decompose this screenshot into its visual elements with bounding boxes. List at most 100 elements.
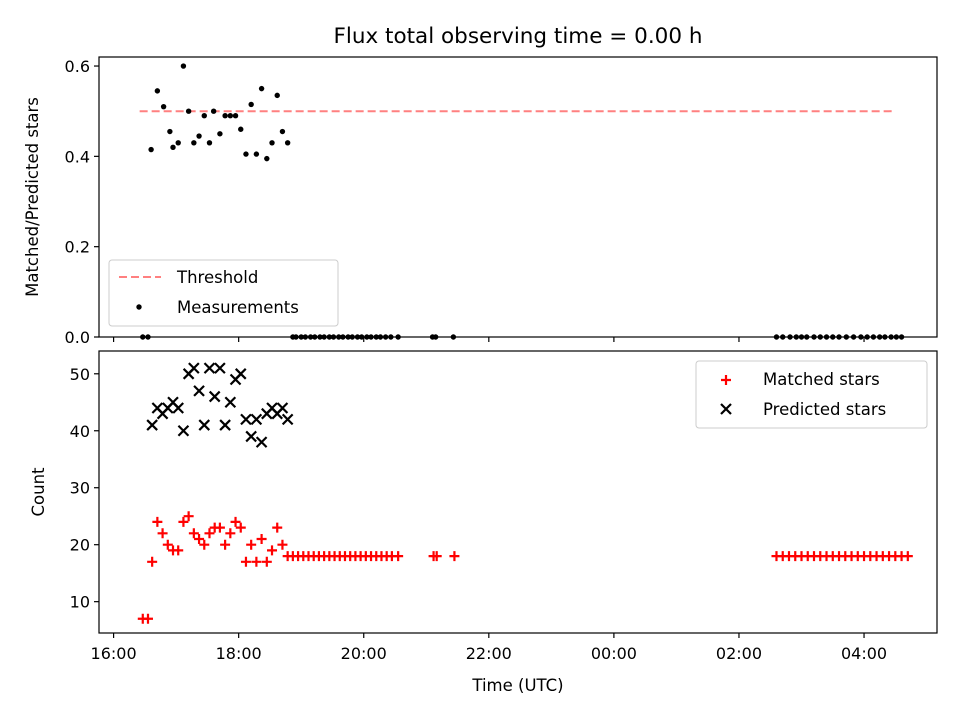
data-point (147, 556, 158, 567)
axes-frame (98, 56, 938, 338)
data-point (240, 556, 251, 567)
chart-title: Flux total observing time = 0.00 h (334, 24, 703, 49)
data-point (222, 113, 228, 119)
data-point (201, 113, 207, 119)
data-point (234, 368, 247, 380)
legend-measurements-label: Measurements (177, 298, 299, 317)
data-point (267, 545, 278, 556)
data-point (246, 539, 257, 550)
legend-predicted-label: Predicted stars (763, 400, 886, 419)
data-point (431, 551, 442, 562)
x-tick-label: 04:00 (841, 644, 887, 663)
legend-box (695, 360, 928, 429)
data-point (238, 126, 244, 132)
y-tick-label: 0.4 (65, 147, 90, 166)
data-point (170, 144, 176, 151)
legend-matched-label: Matched stars (763, 370, 880, 389)
data-point (274, 92, 280, 99)
data-point (188, 528, 199, 539)
data-point (183, 511, 194, 522)
data-point (172, 402, 184, 414)
data-point (194, 534, 205, 544)
legend-box (108, 259, 339, 327)
data-point (214, 522, 225, 533)
data-point (188, 362, 200, 374)
data-point (206, 140, 213, 146)
data-point (160, 103, 167, 110)
y-tick-label: 10 (70, 593, 90, 612)
data-point (276, 402, 289, 414)
data-point (253, 151, 260, 157)
data-point (272, 522, 283, 533)
data-point (154, 88, 161, 94)
series-predicted-stars (146, 362, 294, 448)
data-point (449, 551, 460, 562)
top-axes: 0.0 0.2 0.4 0.6 Matched/Predicted stars Thres… (23, 56, 938, 347)
data-point (277, 539, 288, 550)
data-point (245, 430, 257, 443)
data-point (208, 390, 221, 403)
data-point (167, 128, 173, 135)
data-point (248, 101, 254, 108)
data-point (393, 551, 404, 562)
data-point (203, 362, 216, 374)
data-point (196, 133, 202, 139)
y-tick-label: 20 (70, 536, 90, 555)
legend-threshold-label: Threshold (176, 268, 258, 287)
data-point (279, 128, 286, 135)
data-point (142, 613, 153, 624)
x-tick-label: 16:00 (91, 644, 137, 663)
y-tick-label: 40 (70, 422, 90, 441)
data-point (258, 85, 265, 92)
data-point (191, 140, 197, 146)
data-point (198, 419, 211, 431)
y-tick-label: 0.2 (65, 238, 90, 257)
data-point (193, 385, 205, 397)
data-point (152, 516, 163, 527)
data-point (214, 362, 226, 374)
legend-measurements-swatch (136, 304, 142, 310)
series-matched-stars (137, 511, 913, 624)
data-point (255, 436, 268, 448)
data-point (210, 108, 217, 114)
data-point (232, 113, 239, 119)
x-tick-label: 20:00 (341, 644, 387, 663)
data-point (224, 396, 237, 409)
legend: Matched stars Predicted stars (695, 360, 928, 429)
y-tick-label: 50 (70, 365, 90, 384)
bottom-axes: 10 20 30 40 50 16:00 18:00 20:00 22:00 00:00 02:00… (29, 350, 938, 695)
data-point (217, 131, 223, 137)
data-point (243, 151, 249, 157)
axes-frame (98, 350, 938, 634)
data-point (269, 140, 275, 146)
data-point (284, 140, 291, 146)
x-axis-label: Time (UTC) (471, 676, 563, 695)
x-tick-label: 22:00 (466, 644, 512, 663)
data-point (264, 155, 270, 162)
data-point (199, 539, 210, 550)
data-point (235, 522, 246, 533)
data-point (219, 419, 231, 431)
data-point (227, 113, 234, 119)
x-tick-label: 02:00 (716, 644, 762, 663)
data-point (146, 419, 158, 431)
data-point (240, 413, 252, 426)
data-point (185, 108, 192, 114)
y-tick-label: 0.6 (65, 57, 90, 76)
data-point (230, 516, 241, 527)
data-point (902, 551, 913, 562)
data-point (148, 146, 154, 153)
data-point (175, 140, 181, 146)
y-axis-label: Count (29, 467, 48, 517)
data-point (261, 556, 272, 567)
data-point (250, 413, 263, 426)
data-point (225, 528, 236, 539)
data-point (251, 556, 262, 567)
y-axis-label: Matched/Predicted stars (23, 97, 42, 297)
data-point (162, 539, 173, 550)
data-point (177, 424, 190, 437)
legend: Threshold Measurements (108, 259, 339, 327)
data-point (178, 516, 189, 527)
